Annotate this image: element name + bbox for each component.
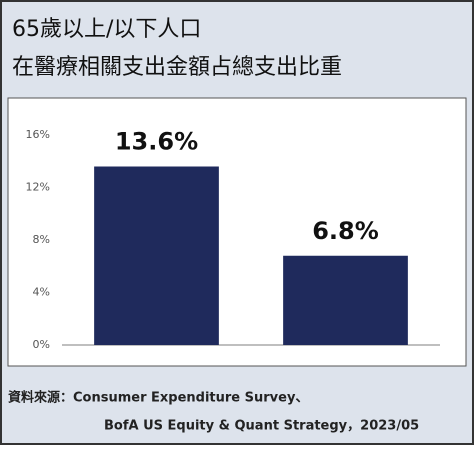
source-note: BofA US Equity & Quant Strategy，2023/05 — [104, 419, 419, 434]
y-tick-label: 12% — [26, 181, 50, 194]
bar — [94, 166, 219, 345]
y-tick-label: 8% — [33, 233, 50, 246]
source-note: 資料來源：Consumer Expenditure Survey、 — [8, 390, 308, 406]
chart-title: 在醫療相關支出金額占總支出比重 — [12, 55, 342, 80]
y-tick-label: 16% — [26, 128, 50, 141]
chart-title: 65歲以上/以下人口 — [12, 17, 201, 42]
bar — [283, 255, 408, 345]
value-label: 13.6% — [115, 128, 198, 156]
y-tick-label: 0% — [33, 338, 50, 351]
value-label: 6.8% — [312, 217, 379, 245]
y-tick-label: 4% — [33, 286, 50, 299]
